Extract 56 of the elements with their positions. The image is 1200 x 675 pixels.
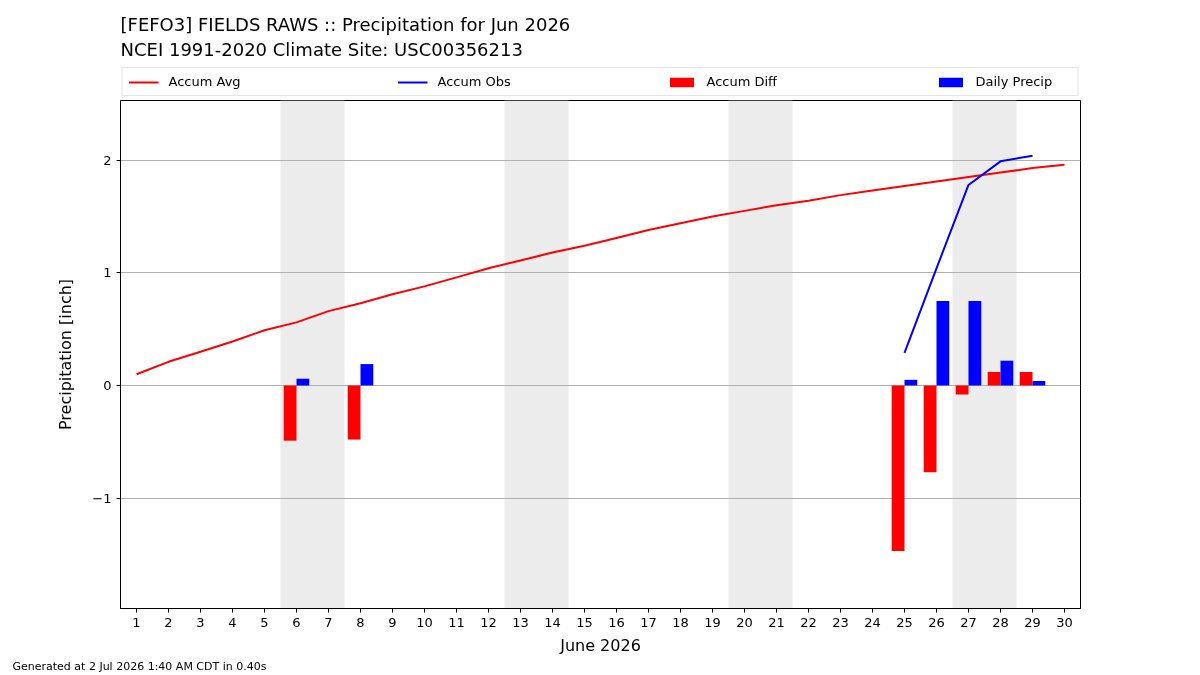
x-tick-label: 28 — [992, 614, 1009, 630]
x-tick-label: 12 — [480, 614, 497, 630]
x-tick-label: 11 — [448, 614, 465, 630]
x-tick-label: 22 — [800, 614, 817, 630]
line-series — [135, 163, 1066, 376]
x-tick-label: 26 — [928, 614, 945, 630]
y-tick-label: 1 — [103, 265, 112, 281]
x-tick-label: 16 — [608, 614, 625, 630]
bar — [1019, 371, 1033, 386]
x-tick-label: 9 — [388, 614, 397, 630]
bar — [1000, 360, 1014, 386]
y-tick-label: −1 — [92, 490, 112, 506]
x-tick-label: 29 — [1024, 614, 1041, 630]
bar — [968, 301, 982, 386]
x-tick-label: 8 — [356, 614, 365, 630]
x-tick-label: 17 — [640, 614, 657, 630]
x-tick-label: 4 — [228, 614, 237, 630]
y-tick-label: 2 — [103, 152, 112, 168]
bar — [891, 385, 905, 552]
x-tick-label: 6 — [292, 614, 301, 630]
x-tick-label: 21 — [768, 614, 785, 630]
x-tick-label: 1 — [132, 614, 141, 630]
bar — [347, 385, 361, 440]
chart-subtitle: NCEI 1991-2020 Climate Site: USC00356213 — [120, 38, 523, 60]
bar — [955, 385, 969, 395]
bar — [936, 301, 950, 386]
x-tick-label: 7 — [324, 614, 333, 630]
y-axis-title: Precipitation [inch] — [56, 278, 76, 431]
legend-label: Accum Obs — [437, 74, 512, 89]
x-tick-label: 19 — [704, 614, 721, 630]
x-tick-label: 5 — [260, 614, 269, 630]
x-tick-label: 23 — [832, 614, 849, 630]
x-tick-label: 27 — [960, 614, 977, 630]
line-series — [903, 154, 1034, 354]
x-tick-label: 24 — [864, 614, 881, 630]
bar — [360, 364, 374, 386]
x-tick-label: 25 — [896, 614, 913, 630]
x-tick-label: 20 — [736, 614, 753, 630]
x-tick-label: 2 — [164, 614, 173, 630]
x-tick-label: 13 — [512, 614, 529, 630]
x-tick-label: 30 — [1056, 614, 1073, 630]
bar — [283, 385, 297, 441]
bar — [923, 385, 937, 473]
legend-label: Daily Precip — [975, 74, 1054, 89]
x-axis-title: June 2026 — [559, 635, 641, 655]
x-tick-label: 14 — [544, 614, 561, 630]
bar — [987, 371, 1001, 386]
chart-title: [FEFO3] FIELDS RAWS :: Precipitation for Jun 2026 — [120, 13, 571, 35]
y-tick-label: 0 — [103, 377, 112, 393]
x-tick-label: 15 — [576, 614, 593, 630]
x-tick-label: 18 — [672, 614, 689, 630]
legend-label: Accum Avg — [168, 74, 242, 89]
text: Generated at 2 Jul 2026 1:40 AM CDT in 0.40s — [12, 659, 267, 673]
legend-label: Accum Diff — [706, 74, 779, 89]
x-tick-label: 10 — [416, 614, 433, 630]
x-tick-label: 3 — [196, 614, 205, 630]
